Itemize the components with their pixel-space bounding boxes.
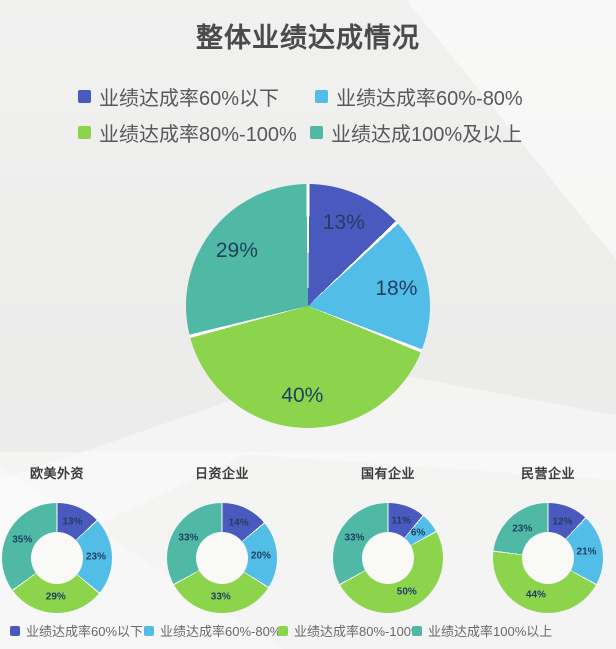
- legend-item: 业绩达成率80%-100%: [78, 118, 297, 147]
- legend-item: 业绩达成率80%-100%: [278, 621, 423, 640]
- legend-swatch-category-1: [10, 625, 20, 636]
- slice-data-label: 14%: [228, 517, 249, 529]
- donut-hole: [522, 532, 574, 584]
- donut-hole: [196, 532, 248, 584]
- legend-label: 业绩达成100%及以上: [331, 124, 523, 146]
- slice-data-label: 11%: [391, 515, 411, 527]
- legend-swatch-category-2: [315, 90, 328, 103]
- slice-data-label: 33%: [344, 532, 365, 544]
- legend-item: 业绩达成率60%以下: [10, 621, 143, 640]
- slice-data-label: 29%: [215, 238, 258, 262]
- slice-data-label: 12%: [552, 516, 573, 528]
- legend-swatch-category-1: [78, 90, 91, 103]
- slice-data-label: 33%: [178, 532, 199, 544]
- donut-chart-japanese: 14% 20% 33% 33%: [167, 503, 277, 613]
- slice-data-label: 20%: [250, 550, 271, 562]
- slice-data-label: 18%: [375, 277, 418, 301]
- legend-swatch-category-4: [412, 625, 422, 636]
- legend-item: 业绩达成率100%以上: [412, 621, 552, 640]
- donut-chart-western: 13% 23% 29% 35%: [2, 503, 112, 613]
- legend-label: 业绩达成率100%以上: [428, 624, 553, 639]
- legend-label: 业绩达成率60%以下: [99, 88, 280, 110]
- donut-hole: [31, 532, 83, 584]
- slice-data-label: 40%: [281, 383, 324, 407]
- slice-data-label: 23%: [512, 523, 533, 535]
- slice-data-label: 23%: [85, 551, 106, 563]
- donut-title-western: 欧美外资: [29, 466, 84, 481]
- slice-data-label: 29%: [45, 591, 66, 603]
- donut-chart-private: 12% 21% 44% 23%: [493, 503, 603, 613]
- legend-label: 业绩达成率60%以下: [26, 624, 144, 639]
- legend-item: 业绩达成100%及以上: [310, 118, 522, 147]
- legend-label: 业绩达成率80%-100%: [294, 624, 423, 639]
- slice-data-label: 33%: [210, 591, 231, 603]
- slice-data-label: 13%: [322, 211, 365, 235]
- legend-item: 业绩达成率60%-80%: [144, 621, 281, 640]
- slice-data-label: 13%: [62, 516, 83, 528]
- donut-title-private: 民营企业: [520, 466, 575, 481]
- slice-data-label: 50%: [396, 586, 417, 598]
- legend-swatch-category-4: [310, 126, 323, 139]
- slice-data-label: 21%: [576, 546, 597, 558]
- slice-data-label: 35%: [12, 534, 33, 546]
- legend-swatch-category-3: [78, 126, 91, 139]
- donut-chart-state-owned: 11% 6% 50% 33%: [333, 503, 443, 613]
- legend-item: 业绩达成率60%以下: [78, 82, 279, 111]
- legend-label: 业绩达成率60%-80%: [160, 624, 282, 639]
- slice-data-label: 44%: [525, 589, 546, 601]
- slice-data-label: 6%: [410, 527, 426, 539]
- overall-pie-chart: 13% 18% 40% 29%: [186, 184, 430, 428]
- donut-hole: [362, 532, 414, 584]
- page-title: 整体业绩达成情况: [196, 23, 420, 53]
- legend-label: 业绩达成率80%-100%: [99, 124, 297, 146]
- donut-title-state-owned: 国有企业: [360, 466, 415, 481]
- legend-label: 业绩达成率60%-80%: [336, 88, 523, 110]
- donut-title-japanese: 日资企业: [194, 466, 249, 481]
- legend-swatch-category-3: [278, 625, 288, 636]
- legend-item: 业绩达成率60%-80%: [315, 82, 523, 111]
- legend-swatch-category-2: [144, 625, 154, 636]
